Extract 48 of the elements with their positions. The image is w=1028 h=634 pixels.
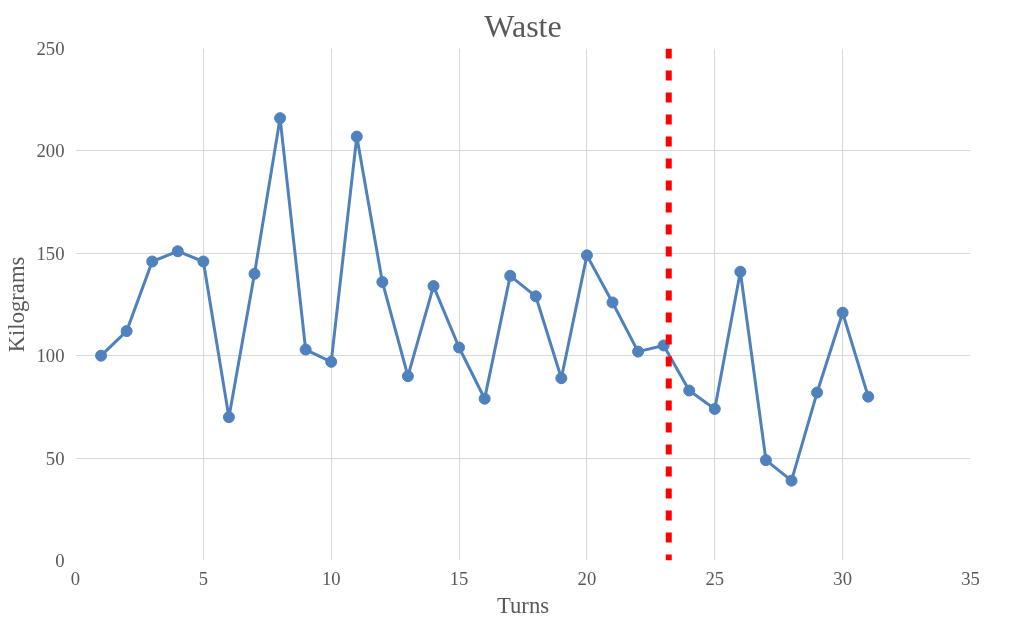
x-tick-label: 20 <box>577 567 597 589</box>
point <box>401 370 414 383</box>
point <box>453 341 466 354</box>
point <box>759 454 772 467</box>
point <box>350 130 363 143</box>
y-tick-label: 0 <box>55 550 65 571</box>
point <box>248 267 261 280</box>
point <box>708 402 721 415</box>
x-tick-label: 0 <box>70 567 81 589</box>
point <box>785 474 798 487</box>
point <box>632 345 645 358</box>
chart-title: Waste <box>484 7 562 44</box>
y-axis-title: Kilograms <box>3 256 29 353</box>
point <box>274 112 287 125</box>
point <box>580 249 593 262</box>
point <box>606 296 619 309</box>
point <box>299 343 312 356</box>
point <box>529 290 542 303</box>
point <box>504 269 517 282</box>
point <box>146 255 159 268</box>
point <box>862 390 875 403</box>
x-tick-label: 15 <box>449 567 469 589</box>
point <box>427 280 440 293</box>
point <box>171 245 184 258</box>
x-tick-label: 30 <box>833 567 852 589</box>
y-tick-label: 200 <box>36 140 65 162</box>
x-tick-label: 10 <box>321 567 341 589</box>
y-tick-label: 100 <box>36 345 65 367</box>
point <box>325 355 338 368</box>
point <box>683 384 696 397</box>
point <box>197 255 210 268</box>
x-axis-title: Turns <box>496 592 550 618</box>
point <box>836 306 849 319</box>
point <box>478 392 491 405</box>
y-tick-label: 150 <box>36 242 65 264</box>
point <box>120 325 133 338</box>
point <box>555 372 568 385</box>
point <box>657 339 670 352</box>
x-tick-label: 5 <box>198 567 209 589</box>
y-tick-label: 50 <box>45 447 65 469</box>
y-tick-label: 250 <box>36 38 65 59</box>
point <box>734 265 747 278</box>
point <box>811 386 824 399</box>
x-tick-label: 35 <box>961 567 980 589</box>
point <box>95 349 108 362</box>
point <box>376 275 389 288</box>
point <box>222 411 235 424</box>
x-tick-label: 25 <box>705 567 725 589</box>
